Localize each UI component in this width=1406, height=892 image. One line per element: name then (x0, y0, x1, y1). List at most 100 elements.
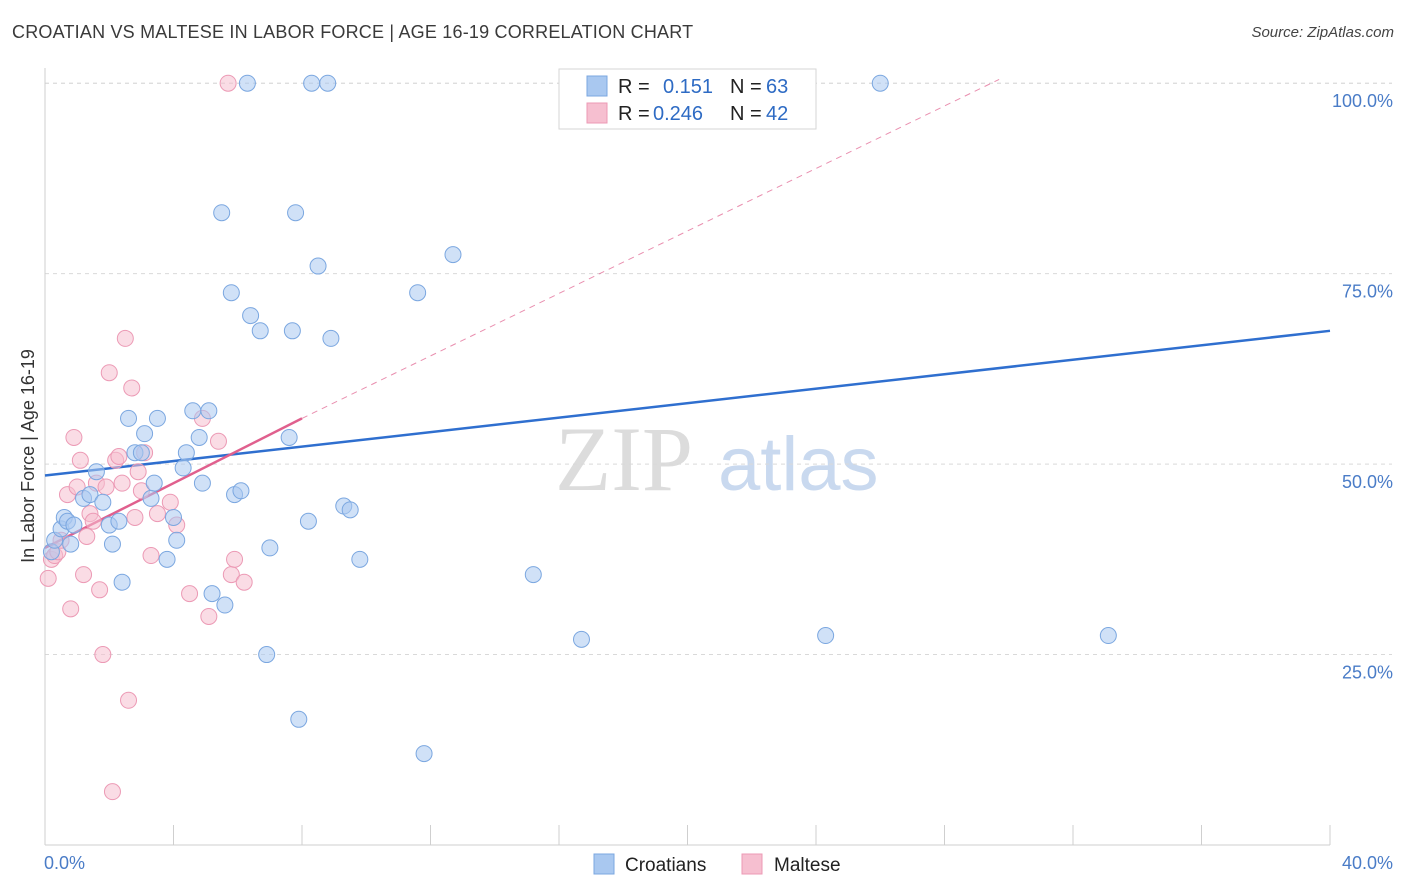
croatian-point (148, 409, 166, 427)
croatian-point (190, 428, 208, 446)
croatian-point (322, 329, 340, 347)
croatian-point (409, 284, 427, 302)
maltese-point (161, 493, 179, 511)
grid-lines (45, 82, 1392, 656)
croatian-point (351, 550, 369, 568)
croatian-point (110, 512, 128, 530)
maltese-point (200, 607, 218, 625)
maltese-point (148, 505, 166, 523)
maltese-point (126, 508, 144, 526)
series-legend: Croatians Maltese (593, 853, 841, 876)
legend-n-value-croatians: 63 (766, 76, 788, 98)
maltese-point (235, 573, 253, 591)
croatian-point (158, 550, 176, 568)
axes: 25.0% 50.0% 75.0% 100.0% 0.0% 40.0% (44, 68, 1393, 873)
croatian-point (524, 566, 542, 584)
croatian-point (258, 646, 276, 664)
maltese-point (84, 512, 102, 530)
maltese-point (142, 547, 160, 565)
croatian-point (572, 630, 590, 648)
croatian-point (1099, 627, 1117, 645)
croatian-point (242, 307, 260, 325)
correlation-legend: R = 0.151 N = 63 R = 0.246 N = 42 (558, 68, 817, 130)
maltese-point (209, 432, 227, 450)
croatian-point (142, 489, 160, 507)
maltese-point (120, 691, 138, 709)
croatian-point (444, 246, 462, 264)
maltese-point (75, 566, 93, 584)
y-tick-label: 50.0% (1342, 472, 1393, 492)
croatians-trend-line (44, 329, 1331, 477)
maltese-point (103, 783, 121, 801)
croatian-point (213, 204, 231, 222)
croatian-point (222, 284, 240, 302)
croatian-point (415, 745, 433, 763)
legend-swatch-maltese (586, 102, 608, 124)
croatian-point (87, 463, 105, 481)
bottom-legend-swatch-croatians (593, 853, 615, 875)
maltese-point (65, 428, 83, 446)
maltese-point (97, 478, 115, 496)
y-tick-label: 100.0% (1332, 91, 1393, 111)
legend-r-value-croatians: 0.151 (663, 76, 713, 98)
croatian-point (174, 459, 192, 477)
maltese-point (110, 448, 128, 465)
y-axis-label: In Labor Force | Age 16-19 (18, 349, 38, 563)
croatian-point (132, 444, 150, 462)
maltese-point (123, 379, 141, 397)
croatian-point (287, 204, 305, 222)
croatian-point (165, 508, 182, 526)
croatian-point (120, 409, 138, 427)
croatian-point (62, 535, 80, 553)
croatian-point (94, 493, 112, 511)
maltese-point (226, 550, 244, 568)
croatian-point (216, 596, 234, 614)
croatian-point (168, 531, 186, 549)
x-tick-label-min: 0.0% (44, 853, 85, 873)
chart-title: CROATIAN VS MALTESE IN LABOR FORCE | AGE… (12, 22, 694, 42)
legend-n-label-croatians: N = (730, 76, 762, 98)
legend-r-value-maltese: 0.246 (653, 103, 703, 125)
bottom-legend-swatch-maltese (741, 853, 763, 875)
maltese-point (113, 474, 131, 492)
maltese-point (100, 364, 118, 382)
data-points (39, 74, 1117, 801)
croatian-point (200, 402, 218, 420)
y-tick-label: 75.0% (1342, 282, 1393, 302)
croatian-point (299, 512, 317, 530)
legend-r-label-maltese: R = (618, 103, 650, 125)
source-label: Source: ZipAtlas.com (1251, 24, 1394, 41)
maltese-point (39, 569, 57, 587)
croatian-point (203, 585, 221, 603)
x-tick-label-max: 40.0% (1342, 853, 1393, 873)
croatian-point (103, 535, 121, 553)
croatian-point (177, 444, 195, 462)
croatian-point (193, 474, 211, 492)
y-tick-label: 25.0% (1342, 663, 1393, 683)
bottom-legend-maltese: Maltese (774, 855, 841, 876)
croatian-point (184, 402, 202, 420)
croatian-point (251, 322, 269, 340)
croatian-point (309, 257, 327, 275)
maltese-point (62, 600, 80, 618)
croatian-point (232, 482, 250, 500)
croatian-point (136, 425, 154, 443)
maltese-point (181, 585, 199, 603)
legend-r-label-croatians: R = (618, 76, 650, 98)
croatian-point (303, 74, 321, 92)
maltese-point (116, 329, 134, 347)
maltese-point (219, 74, 237, 92)
legend-n-value-maltese: 42 (766, 103, 788, 125)
croatian-point (290, 710, 308, 728)
maltese-point (94, 646, 112, 664)
maltese-trend-line (301, 78, 1000, 419)
croatian-point (65, 516, 83, 534)
croatian-point (280, 428, 298, 446)
maltese-point (78, 527, 96, 545)
croatian-point (238, 74, 256, 92)
maltese-point (91, 581, 109, 599)
maltese-point (129, 463, 147, 481)
croatian-point (81, 486, 99, 504)
croatian-point (341, 501, 359, 519)
